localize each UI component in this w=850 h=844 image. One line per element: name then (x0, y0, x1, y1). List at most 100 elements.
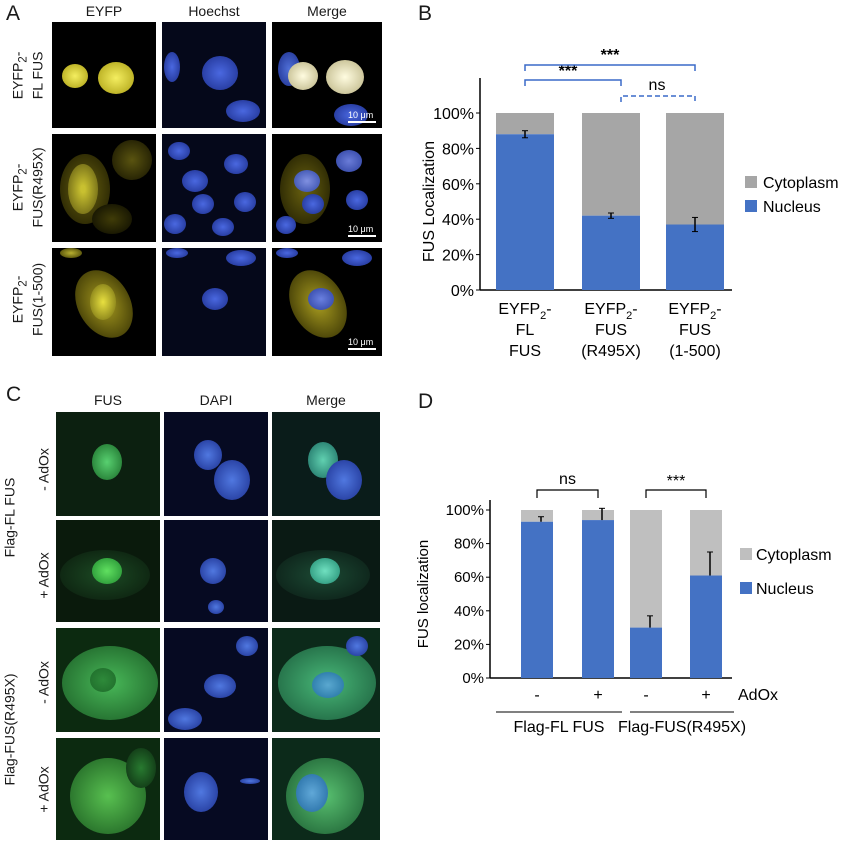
image-merge-r495x: 10 μm (272, 134, 382, 242)
image-hoechst-fl-fus (162, 22, 266, 128)
column-header-merge: Merge (306, 392, 346, 408)
legend-swatch-cytoplasm (740, 548, 752, 560)
x-tick-label: EYFP2- (584, 301, 637, 322)
image-dapi-fl-minus (164, 412, 268, 516)
scale-bar-label: 10 μm (348, 224, 374, 234)
bar-nucleus (582, 520, 614, 678)
legend-label-nucleus: Nucleus (763, 199, 821, 216)
row-label-minus-adox-2: - AdOx (35, 661, 52, 704)
x-tick-label: (1-500) (669, 343, 721, 360)
column-header-fus: FUS (94, 392, 122, 408)
bar-nucleus (666, 224, 724, 290)
image-merge-r495x-plus (272, 738, 380, 840)
bar-cytoplasm (582, 510, 614, 521)
y-tick-label: 0% (462, 670, 484, 687)
x-tick-label: EYFP2- (498, 301, 551, 322)
y-tick-label: 80% (454, 536, 484, 553)
significance-bracket (524, 79, 622, 86)
significance-label: *** (559, 63, 578, 80)
image-merge-fl-fus: 10 μm (272, 22, 382, 128)
y-tick-label: 40% (442, 212, 474, 229)
legend-label-cytoplasm: Cytoplasm (763, 175, 839, 192)
group-label: Flag-FL FUS (514, 719, 605, 736)
group-label: Flag-FUS(R495X) (618, 719, 746, 736)
scale-bar-label: 10 μm (348, 337, 374, 347)
bar-nucleus (582, 215, 640, 290)
bar-nucleus (630, 627, 662, 678)
row-label-1-500: EYFP2- FUS(1-500) (9, 262, 46, 336)
scale-bar (348, 348, 376, 350)
image-dapi-fl-plus (164, 520, 268, 622)
group-label-flag-fl-fus: Flag-FL FUS (1, 477, 18, 558)
significance-bracket (620, 95, 696, 102)
chart-d: 0% 20% 40% 60% 80% 100% FUS localization - + - + Ad… (410, 440, 850, 744)
bar-nucleus (690, 575, 722, 678)
significance-bracket (645, 489, 707, 498)
y-tick-label: 100% (446, 502, 484, 519)
treatment-label: AdOx (738, 687, 778, 704)
y-tick-label: 100% (433, 106, 474, 123)
image-eyfp-1-500 (52, 248, 156, 356)
x-tick-label: FL (516, 322, 535, 339)
chart-b: 0% 20% 40% 60% 80% 100% FUS Localization EYFP2-… (410, 40, 850, 380)
y-tick-label: 40% (454, 603, 484, 620)
y-tick-label: 60% (454, 569, 484, 586)
significance-label: ns (559, 471, 576, 488)
y-axis-title: FUS localization (415, 540, 432, 648)
image-fus-fl-plus (56, 520, 160, 622)
significance-bracket (536, 489, 599, 498)
x-tick-label: - (643, 687, 648, 704)
row-label-plus-adox-2: + AdOx (35, 766, 52, 813)
bar-cytoplasm (630, 510, 662, 628)
image-fus-r495x-minus (56, 628, 160, 732)
bar-nucleus (521, 521, 553, 678)
y-axis-title: FUS Localization (421, 141, 438, 262)
legend-label-cytoplasm: Cytoplasm (756, 547, 832, 564)
x-tick-label: EYFP2- (668, 301, 721, 322)
legend-label-nucleus: Nucleus (756, 581, 814, 598)
row-label-plus-adox-1: + AdOx (35, 552, 52, 599)
group-label-flag-fus-r495x: Flag-FUS(R495X) (1, 673, 18, 786)
y-tick-label: 80% (442, 141, 474, 158)
x-tick-label: + (701, 687, 710, 704)
legend-swatch-nucleus (740, 582, 752, 594)
image-eyfp-r495x (52, 134, 156, 242)
x-tick-label: - (534, 687, 539, 704)
bar-cytoplasm (690, 510, 722, 576)
significance-label: ns (649, 77, 666, 94)
scale-bar (348, 235, 376, 237)
bar-cytoplasm (666, 113, 724, 225)
image-merge-r495x-minus (272, 628, 380, 732)
legend-swatch-cytoplasm (745, 176, 757, 188)
y-tick-label: 20% (454, 636, 484, 653)
significance-bracket (524, 64, 696, 71)
legend-swatch-nucleus (745, 200, 757, 212)
column-header-hoechst: Hoechst (188, 3, 240, 19)
chart-b-svg: 0% 20% 40% 60% 80% 100% FUS Localization EYFP2-… (421, 47, 839, 360)
row-label-minus-adox-1: - AdOx (35, 448, 52, 491)
bar-cytoplasm (496, 113, 554, 135)
image-merge-1-500: 10 μm (272, 248, 382, 356)
column-header-merge: Merge (307, 3, 347, 19)
row-label-fl-fus: EYFP2- FL FUS (9, 51, 46, 100)
panel-label-d: D (418, 390, 434, 413)
image-merge-fl-minus (272, 412, 380, 516)
scale-bar (348, 121, 376, 123)
x-tick-label: FUS (595, 322, 627, 339)
panel-label-b: B (418, 2, 433, 25)
bar-nucleus (496, 134, 554, 290)
x-tick-label: + (593, 687, 602, 704)
image-hoechst-1-500 (162, 248, 266, 356)
y-tick-label: 60% (442, 177, 474, 194)
x-tick-label: FUS (679, 322, 711, 339)
bar-cytoplasm (582, 113, 640, 216)
significance-label: *** (667, 473, 686, 490)
column-header-eyfp: EYFP (85, 3, 123, 19)
x-tick-label: (R495X) (581, 343, 641, 360)
image-dapi-r495x-minus (164, 628, 268, 732)
panel-label-a: A (6, 2, 21, 25)
column-header-dapi: DAPI (199, 392, 233, 408)
y-tick-label: 0% (451, 283, 474, 300)
image-dapi-r495x-plus (164, 738, 268, 840)
y-tick-label: 20% (442, 248, 474, 265)
